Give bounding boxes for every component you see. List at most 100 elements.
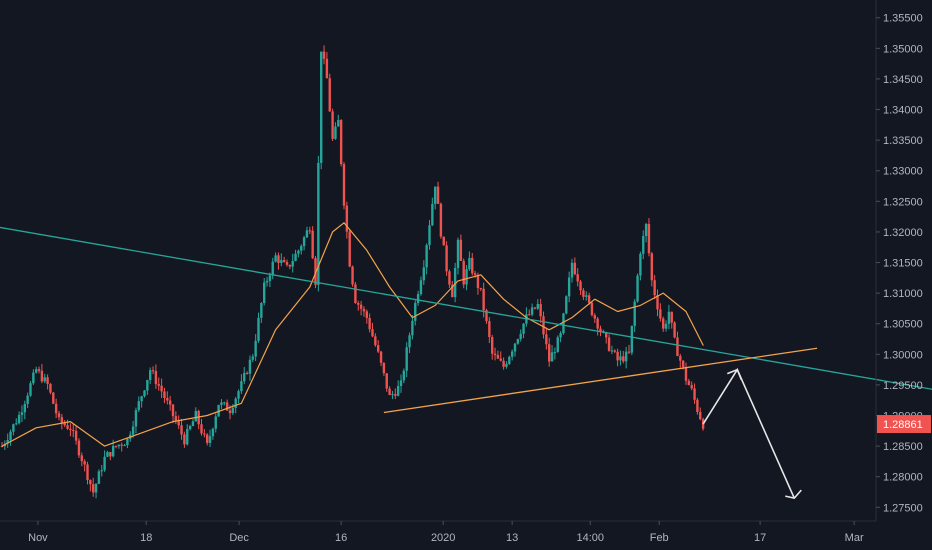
candle-body [647, 223, 651, 254]
candle-body [416, 294, 420, 303]
candle-body [587, 295, 591, 303]
x-tick-label: 14:00 [576, 532, 604, 544]
candle-body [659, 309, 662, 319]
x-tick-label: 17 [754, 532, 766, 544]
candle-body [593, 315, 596, 319]
candle-body [285, 262, 289, 265]
candle-body [89, 480, 92, 485]
candle-body [473, 273, 477, 275]
candle-body [265, 280, 269, 283]
candle-body [43, 377, 46, 382]
x-tick-label: 18 [140, 532, 152, 544]
y-tick-label: 1.30000 [883, 349, 923, 361]
candle-body [399, 380, 403, 387]
candle-body [605, 332, 608, 338]
candle-body [542, 316, 545, 335]
x-tick-label: 16 [335, 532, 347, 544]
candle-body [206, 434, 209, 443]
candle-body [642, 236, 645, 254]
candle-body [414, 302, 417, 321]
candle-body [673, 322, 676, 338]
y-tick-label: 1.31000 [883, 288, 923, 300]
candle-body [126, 438, 129, 446]
candle-body [277, 255, 280, 263]
candle-body [607, 337, 611, 351]
candle-body [610, 350, 614, 352]
candle-body [137, 401, 140, 411]
candle-body [151, 370, 155, 372]
candle-body [434, 186, 437, 204]
candle-body [243, 372, 246, 382]
candle-body [100, 470, 103, 472]
x-tick-label: Nov [28, 532, 48, 544]
candle-body [681, 360, 685, 368]
candle-body [123, 445, 126, 447]
candle-body [26, 395, 29, 404]
candle-body [513, 343, 517, 352]
x-tick-label: 2020 [431, 532, 455, 544]
candle-body [32, 372, 35, 384]
y-axis[interactable]: 1.35500 1.35000 1.34500 1.34000 1.33500 1.330… [875, 0, 923, 521]
candle-body [325, 58, 329, 79]
candle-body [419, 280, 423, 295]
candle-body [442, 236, 445, 246]
candle-body [83, 461, 86, 465]
candle-body [317, 162, 320, 285]
y-tick-label: 1.30500 [883, 319, 923, 331]
candle-body [510, 351, 514, 357]
candle-body [143, 390, 146, 397]
candle-body [183, 434, 186, 445]
candle-body [613, 350, 616, 352]
y-tick-label: 1.35500 [883, 13, 923, 25]
moving-average-group [1, 222, 704, 447]
ascending-line[interactable] [383, 347, 818, 414]
candle-body [468, 257, 471, 270]
candle-body [223, 402, 226, 404]
candle-body [530, 307, 534, 315]
candle-body [63, 423, 66, 426]
last-price-text: 1.28861 [883, 419, 923, 431]
candle-body [439, 203, 443, 237]
candle-body [29, 383, 32, 396]
candle-body [405, 347, 408, 371]
candle-body [257, 317, 260, 341]
candle-body [240, 381, 243, 392]
trendlines-group [0, 226, 932, 414]
candle-body [160, 385, 163, 392]
candle-body [92, 484, 95, 493]
x-tick-label: Dec [229, 532, 249, 544]
candle-body [217, 404, 220, 417]
candle-body [684, 367, 688, 381]
candle-body [220, 402, 223, 405]
candle-body [371, 329, 374, 337]
y-tick-label: 1.28000 [883, 472, 923, 484]
candle-body [251, 356, 254, 360]
descending-line[interactable] [0, 226, 932, 391]
candle-body [662, 318, 665, 329]
candle-body [425, 245, 428, 268]
candle-body [348, 231, 351, 267]
candle-body [12, 424, 15, 432]
candle-body [60, 417, 64, 424]
x-tick-label: Feb [650, 532, 669, 544]
candle-body [388, 388, 391, 395]
candle-body [436, 186, 440, 204]
candle-body [365, 311, 368, 318]
candle-body [508, 356, 511, 364]
candle-body [297, 250, 300, 254]
candle-body [576, 274, 579, 282]
candle-body [639, 253, 642, 276]
candle-body [331, 111, 334, 139]
candle-body [476, 274, 480, 288]
candle-body [351, 266, 354, 285]
candle-body [15, 423, 18, 425]
candle-body [562, 313, 565, 334]
candle-body [570, 262, 574, 278]
candle-body [479, 287, 482, 289]
projection-arrow-group [702, 367, 802, 500]
candle-body [260, 303, 263, 318]
x-axis[interactable]: Nov 18 Dec 16 2020 13 14:00 Feb 17 Mar [0, 520, 876, 544]
y-tick-label: 1.32500 [883, 196, 923, 208]
candle-body [103, 456, 106, 471]
